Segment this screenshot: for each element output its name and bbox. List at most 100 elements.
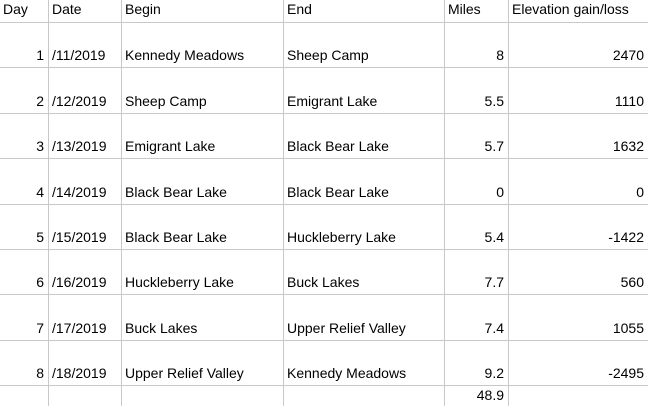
header-cell-elevation[interactable]: Elevation gain/loss bbox=[512, 1, 629, 17]
miles-cell[interactable]: 9.2 bbox=[445, 341, 509, 385]
date-cell[interactable]: /16/2019 bbox=[49, 250, 122, 294]
elevation-cell-text: -1422 bbox=[608, 229, 644, 245]
header-cell-begin[interactable]: Begin bbox=[122, 0, 284, 22]
end-cell[interactable]: Sheep Camp bbox=[284, 23, 445, 67]
elevation-cell[interactable]: 1110 bbox=[509, 68, 648, 113]
total-cell-begin[interactable] bbox=[122, 386, 284, 406]
total-miles-cell[interactable]: 48.9 bbox=[445, 386, 509, 406]
table-row: 8/18/2019 Upper Relief Valley Kennedy Mead… bbox=[0, 341, 648, 386]
table-row: 5/15/2019 Black Bear Lake Huckleberry Lake… bbox=[0, 205, 648, 250]
elevation-cell-text: 560 bbox=[620, 274, 644, 290]
day-cell-text: 3 bbox=[36, 138, 44, 154]
date-cell-text: /11/2019 bbox=[52, 47, 106, 63]
day-cell-text: 6 bbox=[36, 274, 44, 290]
miles-cell-text: 7.7 bbox=[484, 274, 504, 290]
end-cell-text: Black Bear Lake bbox=[287, 184, 389, 200]
day-cell[interactable]: 3 bbox=[0, 114, 49, 158]
begin-cell[interactable]: Sheep Camp bbox=[122, 68, 284, 113]
date-cell-text: /14/2019 bbox=[52, 184, 107, 200]
day-cell-text: 7 bbox=[36, 320, 44, 336]
day-cell-text: 1 bbox=[36, 47, 44, 63]
table-row: 1/11/2019 Kennedy Meadows Sheep Camp 8 2470 bbox=[0, 23, 648, 68]
date-cell-text: /17/2019 bbox=[52, 320, 107, 336]
elevation-cell[interactable]: 2470 bbox=[509, 23, 648, 67]
begin-cell-text: Huckleberry Lake bbox=[125, 274, 234, 290]
end-cell[interactable]: Huckleberry Lake bbox=[284, 205, 445, 249]
miles-cell-text: 9.2 bbox=[484, 365, 504, 381]
total-cell-date[interactable] bbox=[49, 386, 122, 406]
end-cell[interactable]: Black Bear Lake bbox=[284, 114, 445, 158]
begin-cell-text: Sheep Camp bbox=[125, 93, 207, 109]
date-cell[interactable]: /17/2019 bbox=[49, 295, 122, 340]
miles-cell[interactable]: 5.4 bbox=[445, 205, 509, 249]
header-cell-miles[interactable]: Miles bbox=[445, 0, 509, 22]
end-cell[interactable]: Buck Lakes bbox=[284, 250, 445, 294]
total-cell-elevation[interactable] bbox=[509, 386, 648, 406]
miles-cell[interactable]: 7.4 bbox=[445, 295, 509, 340]
miles-cell[interactable]: 8 bbox=[445, 23, 509, 67]
begin-cell[interactable]: Kennedy Meadows bbox=[122, 23, 284, 67]
header-cell-date[interactable]: Date bbox=[49, 0, 122, 22]
date-cell[interactable]: /11/2019 bbox=[49, 23, 122, 67]
date-cell-text: /15/2019 bbox=[52, 229, 107, 245]
day-cell[interactable]: 2 bbox=[0, 68, 49, 113]
end-cell-text: Upper Relief Valley bbox=[287, 320, 406, 336]
elevation-cell[interactable]: 560 bbox=[509, 250, 648, 294]
end-cell-text: Huckleberry Lake bbox=[287, 229, 396, 245]
end-cell-text: Buck Lakes bbox=[287, 274, 360, 290]
begin-cell[interactable]: Emigrant Lake bbox=[122, 114, 284, 158]
date-cell[interactable]: /18/2019 bbox=[49, 341, 122, 385]
miles-cell[interactable]: 0 bbox=[445, 159, 509, 204]
total-cell-end[interactable] bbox=[284, 386, 445, 406]
end-cell[interactable]: Emigrant Lake bbox=[284, 68, 445, 113]
elevation-cell-text: 0 bbox=[636, 184, 644, 200]
day-cell[interactable]: 4 bbox=[0, 159, 49, 204]
elevation-cell-text: 1632 bbox=[612, 138, 644, 154]
elevation-cell[interactable]: -1422 bbox=[509, 205, 648, 249]
date-cell-text: /18/2019 bbox=[52, 365, 107, 381]
end-cell-text: Sheep Camp bbox=[287, 47, 369, 63]
begin-cell[interactable]: Black Bear Lake bbox=[122, 205, 284, 249]
date-cell[interactable]: /13/2019 bbox=[49, 114, 122, 158]
elevation-cell[interactable]: 1632 bbox=[509, 114, 648, 158]
end-cell[interactable]: Black Bear Lake bbox=[284, 159, 445, 204]
day-cell-text: 5 bbox=[36, 229, 44, 245]
elevation-cell-text: 1110 bbox=[614, 93, 644, 109]
end-cell-text: Emigrant Lake bbox=[287, 93, 378, 109]
miles-cell[interactable]: 7.7 bbox=[445, 250, 509, 294]
total-cell-day[interactable] bbox=[0, 386, 49, 406]
date-cell[interactable]: /15/2019 bbox=[49, 205, 122, 249]
day-cell[interactable]: 6 bbox=[0, 250, 49, 294]
end-cell[interactable]: Upper Relief Valley bbox=[284, 295, 445, 340]
end-cell-text: Black Bear Lake bbox=[287, 138, 389, 154]
begin-cell-text: Kennedy Meadows bbox=[125, 47, 245, 63]
total-row: 48.9 bbox=[0, 386, 648, 406]
day-cell-text: 8 bbox=[36, 365, 44, 381]
day-cell[interactable]: 1 bbox=[0, 23, 49, 67]
miles-cell[interactable]: 5.5 bbox=[445, 68, 509, 113]
elevation-cell[interactable]: 1055 bbox=[509, 295, 648, 340]
elevation-cell[interactable]: -2495 bbox=[509, 341, 648, 385]
begin-cell-text: Buck Lakes bbox=[125, 320, 198, 336]
day-cell[interactable]: 8 bbox=[0, 341, 49, 385]
begin-cell[interactable]: Huckleberry Lake bbox=[122, 250, 284, 294]
date-cell[interactable]: /14/2019 bbox=[49, 159, 122, 204]
date-cell-text: /12/2019 bbox=[52, 93, 107, 109]
miles-cell-text: 7.4 bbox=[484, 320, 504, 336]
day-cell[interactable]: 5 bbox=[0, 205, 49, 249]
header-cell-end[interactable]: End bbox=[284, 0, 445, 22]
begin-cell[interactable]: Black Bear Lake bbox=[122, 159, 284, 204]
day-cell[interactable]: 7 bbox=[0, 295, 49, 340]
table-row: 6/16/2019 Huckleberry Lake Buck Lakes 7.7 56… bbox=[0, 250, 648, 295]
day-cell-text: 2 bbox=[36, 93, 44, 109]
header-cell-day[interactable]: Day bbox=[0, 0, 49, 22]
begin-cell[interactable]: Upper Relief Valley bbox=[122, 341, 284, 385]
end-cell[interactable]: Kennedy Meadows bbox=[284, 341, 445, 385]
date-cell-text: /13/2019 bbox=[52, 138, 107, 154]
begin-cell[interactable]: Buck Lakes bbox=[122, 295, 284, 340]
miles-cell[interactable]: 5.7 bbox=[445, 114, 509, 158]
elevation-cell[interactable]: 0 bbox=[509, 159, 648, 204]
elevation-cell-text: 2470 bbox=[612, 47, 644, 63]
date-cell[interactable]: /12/2019 bbox=[49, 68, 122, 113]
miles-cell-text: 5.5 bbox=[484, 93, 504, 109]
